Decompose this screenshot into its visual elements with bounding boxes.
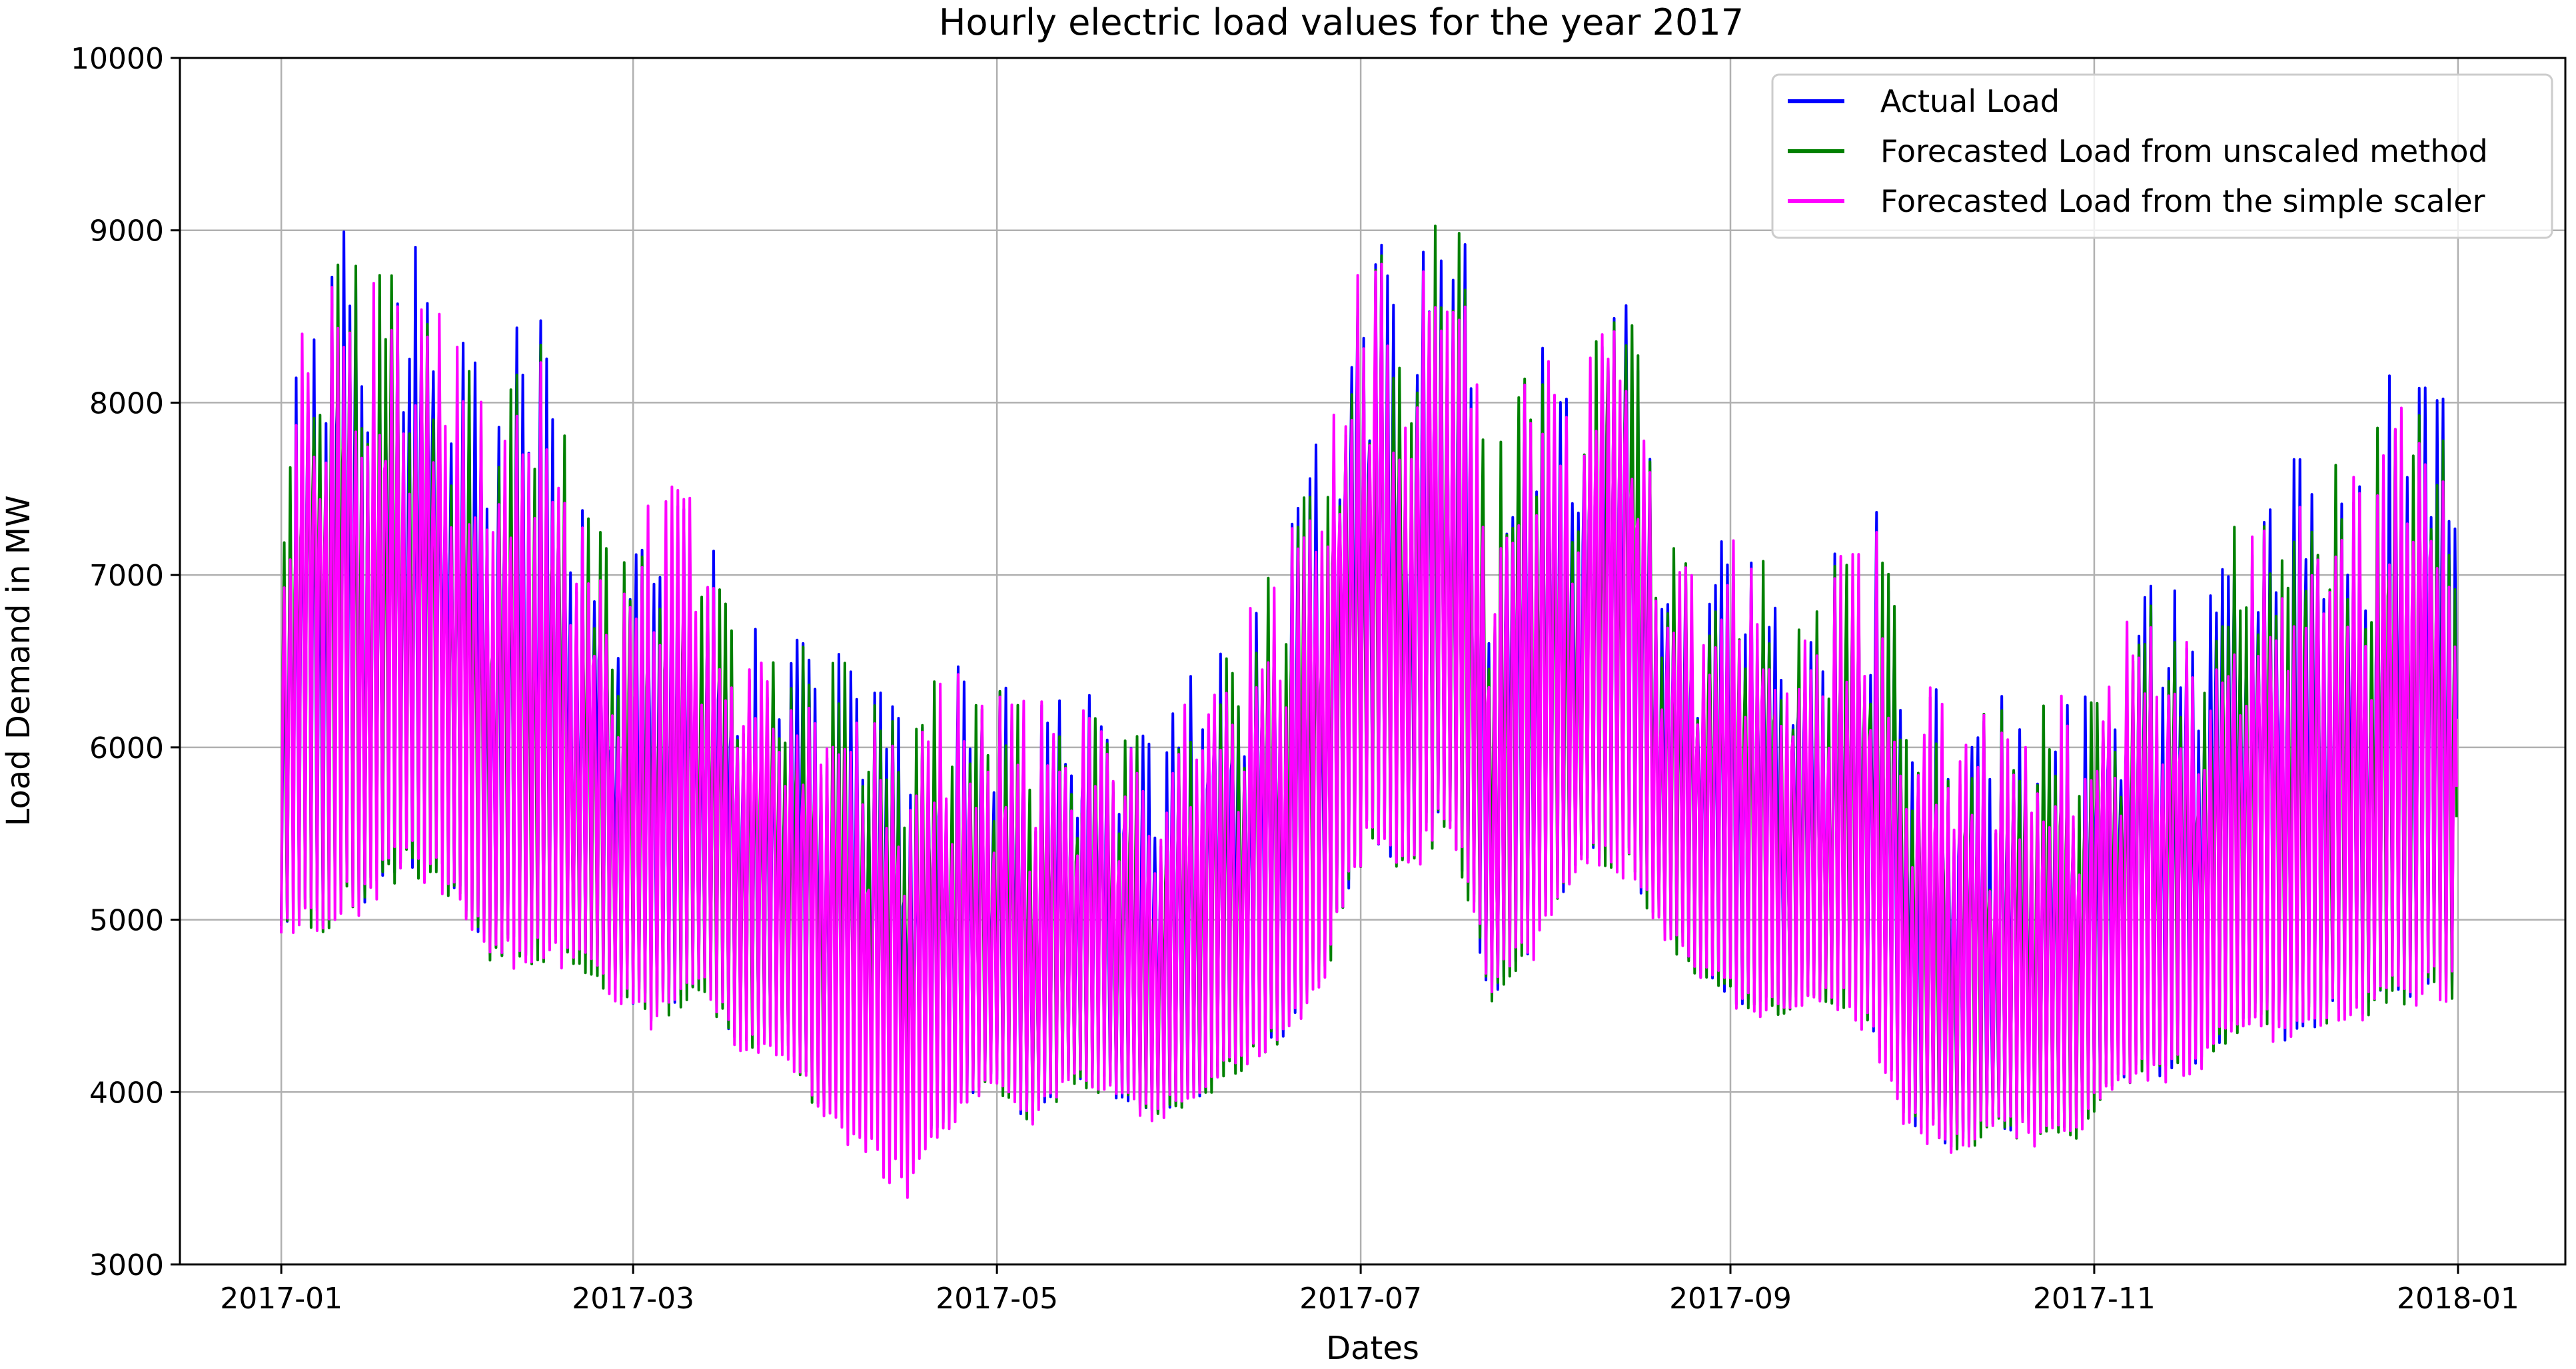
series-line-forecasted-load-from-the-simple-scaler bbox=[280, 262, 2458, 1199]
series-layer bbox=[280, 225, 2458, 1199]
y-axis-label: Load Demand in MW bbox=[0, 495, 37, 826]
x-tick-label: 2017-07 bbox=[1299, 1282, 1422, 1316]
chart-title: Hourly electric load values for the year… bbox=[939, 1, 1744, 43]
y-tick-label: 5000 bbox=[89, 904, 164, 938]
legend: Actual Load Forecasted Load from unscale… bbox=[1771, 73, 2553, 239]
x-tick-label: 2017-01 bbox=[220, 1282, 342, 1316]
x-tick-label: 2017-03 bbox=[572, 1282, 694, 1316]
x-axis: 2017-01 2017-03 2017-05 2017-07 2017-09 2017-… bbox=[220, 1264, 2519, 1316]
y-axis: 3000 4000 5000 6000 7000 8000 9000 10000 bbox=[71, 42, 180, 1282]
y-tick-label: 6000 bbox=[89, 731, 164, 765]
y-tick-label: 3000 bbox=[89, 1248, 164, 1282]
y-tick-label: 7000 bbox=[89, 559, 164, 593]
y-tick-label: 4000 bbox=[89, 1076, 164, 1110]
legend-label-unscaled: Forecasted Load from unscaled method bbox=[1880, 133, 2488, 169]
x-tick-label: 2017-09 bbox=[1669, 1282, 1792, 1316]
x-tick-label: 2018-01 bbox=[2397, 1282, 2519, 1316]
y-tick-label: 9000 bbox=[89, 215, 164, 248]
legend-box bbox=[1771, 73, 2553, 239]
y-tick-label: 10000 bbox=[71, 42, 164, 76]
x-tick-label: 2017-05 bbox=[936, 1282, 1058, 1316]
legend-label-simple-scaler: Forecasted Load from the simple scaler bbox=[1880, 183, 2485, 219]
plot-frame bbox=[179, 57, 2567, 1266]
y-tick-label: 8000 bbox=[89, 386, 164, 420]
x-tick-label: 2017-11 bbox=[2033, 1282, 2156, 1316]
legend-label-actual-load: Actual Load bbox=[1880, 83, 2060, 119]
x-axis-label: Dates bbox=[1326, 1330, 1419, 1367]
